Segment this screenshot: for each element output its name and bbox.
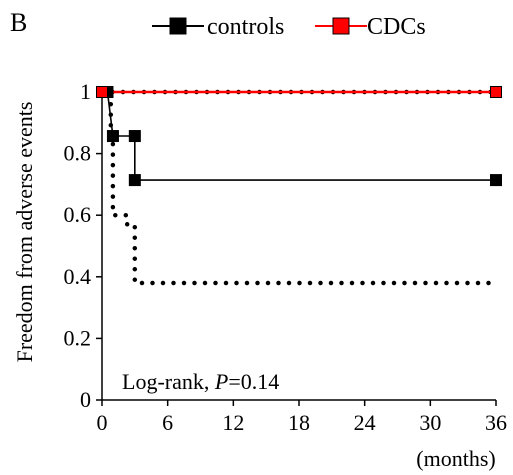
x-tick-label: 6 xyxy=(162,410,173,435)
controls-ci-lower-line xyxy=(99,89,499,286)
series-layer xyxy=(96,86,502,286)
legend-controls-marker xyxy=(169,17,187,35)
controls-marker xyxy=(106,130,119,143)
y-tick-label: 0.4 xyxy=(64,264,92,289)
legend-cdcs-marker xyxy=(332,17,350,35)
x-tick-label: 12 xyxy=(222,410,244,435)
x-tick-label: 24 xyxy=(354,410,376,435)
x-axis: 0 6 12 18 24 30 36 xyxy=(97,399,507,435)
cdcs-marker xyxy=(490,86,502,98)
legend-controls-label: controls xyxy=(207,14,284,40)
controls-marker xyxy=(128,130,141,143)
x-tick-label: 30 xyxy=(419,410,441,435)
p-symbol: P xyxy=(214,369,228,394)
x-axis-label: (months) xyxy=(416,446,495,471)
x-tick-label: 36 xyxy=(485,410,507,435)
p-value: =0.14 xyxy=(228,369,279,394)
x-tick-label: 0 xyxy=(97,410,108,435)
y-tick-label: 0 xyxy=(80,387,91,412)
controls-marker xyxy=(128,174,141,187)
log-rank-prefix: Log-rank, xyxy=(122,369,215,394)
y-tick-label: 0.6 xyxy=(64,202,92,227)
legend-cdcs-label: CDCs xyxy=(367,14,426,40)
panel-label: B xyxy=(10,8,28,37)
cdcs-marker xyxy=(96,86,108,98)
controls-marker xyxy=(490,174,502,187)
y-tick-label: 1 xyxy=(80,79,91,104)
x-tick-label: 18 xyxy=(288,410,310,435)
y-tick-label: 0.8 xyxy=(64,141,92,166)
log-rank-annotation: Log-rank, P=0.14 xyxy=(122,369,279,394)
controls-line xyxy=(102,91,496,181)
legend: controls CDCs xyxy=(152,14,426,40)
y-tick-label: 0.2 xyxy=(64,325,92,350)
y-axis-label: Freedom from adverse events xyxy=(12,102,37,363)
y-axis: 0 0.2 0.4 0.6 0.8 1 xyxy=(64,79,103,412)
